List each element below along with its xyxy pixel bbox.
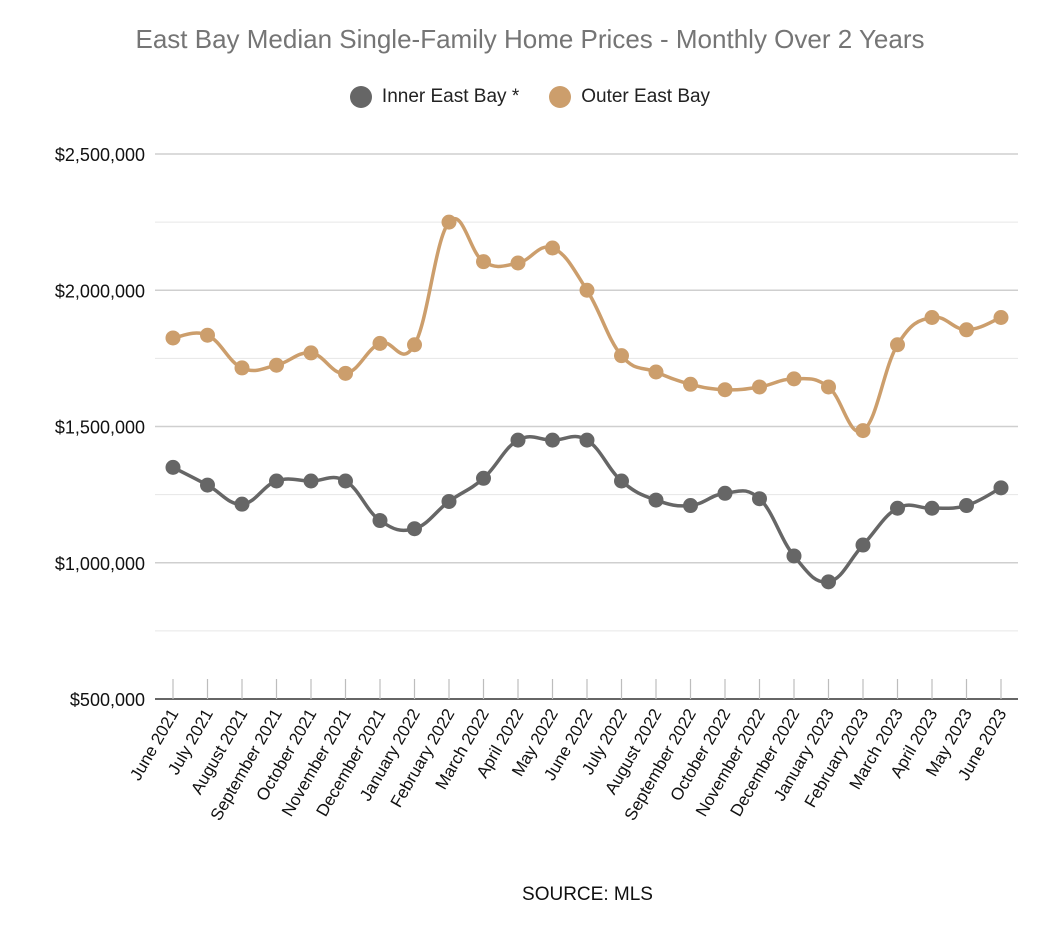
series-line-inner-east-bay <box>172 434 1002 584</box>
data-point-inner-east-bay <box>338 473 353 489</box>
data-point-inner-east-bay <box>890 500 905 516</box>
data-point-outer-east-bay <box>234 360 250 376</box>
y-tick-label: $2,500,000 <box>55 145 145 165</box>
data-point-inner-east-bay <box>924 500 940 516</box>
data-point-outer-east-bay <box>165 330 181 346</box>
data-point-outer-east-bay <box>855 423 871 439</box>
y-tick-label: $1,500,000 <box>55 418 145 438</box>
legend-label-outer-east-bay: Outer East Bay <box>581 86 711 107</box>
legend-item-inner-east-bay[interactable]: Inner East Bay * <box>349 86 520 108</box>
data-point-inner-east-bay <box>545 432 560 448</box>
data-point-inner-east-bay <box>303 473 319 489</box>
data-point-outer-east-bay <box>821 379 836 395</box>
data-point-outer-east-bay <box>200 327 215 343</box>
data-point-outer-east-bay <box>579 282 595 298</box>
data-point-outer-east-bay <box>993 310 1009 325</box>
data-point-outer-east-bay <box>752 379 767 395</box>
data-point-inner-east-bay <box>614 473 629 489</box>
data-point-inner-east-bay <box>234 496 250 512</box>
data-point-outer-east-bay <box>441 214 457 230</box>
data-point-outer-east-bay <box>890 337 905 353</box>
data-point-outer-east-bay <box>959 322 974 338</box>
data-point-inner-east-bay <box>407 521 422 537</box>
series-inner-east-bay <box>165 432 1009 590</box>
data-point-outer-east-bay <box>269 357 284 373</box>
legend-label-inner-east-bay: Inner East Bay * <box>381 86 520 107</box>
y-tick-label: $2,000,000 <box>55 281 145 301</box>
data-point-outer-east-bay <box>338 365 353 381</box>
chart-title: East Bay Median Single-Family Home Price… <box>135 24 925 54</box>
source-note: SOURCE: MLS <box>522 884 653 905</box>
data-point-inner-east-bay <box>372 513 388 529</box>
data-point-inner-east-bay <box>959 498 974 514</box>
data-point-inner-east-bay <box>165 459 181 475</box>
data-point-inner-east-bay <box>476 470 491 486</box>
data-point-inner-east-bay <box>648 492 664 508</box>
data-point-outer-east-bay <box>786 371 802 387</box>
y-axis-labels: $500,000 $1,000,000 $1,500,000 $2,000,000 $2… <box>55 145 145 710</box>
y-tick-label: $1,000,000 <box>55 554 145 574</box>
data-point-outer-east-bay <box>407 337 422 353</box>
legend-item-outer-east-bay[interactable]: Outer East Bay <box>549 86 710 108</box>
data-point-outer-east-bay <box>545 240 560 256</box>
data-point-outer-east-bay <box>303 345 319 361</box>
legend: Inner East Bay * Outer East Bay <box>0 86 1060 108</box>
data-point-inner-east-bay <box>683 498 698 514</box>
data-point-inner-east-bay <box>510 432 526 448</box>
data-point-inner-east-bay <box>269 473 284 489</box>
legend-marker-outer-east-bay <box>549 86 572 108</box>
data-point-inner-east-bay <box>855 537 871 553</box>
data-point-outer-east-bay <box>476 254 491 270</box>
y-tick-label: $500,000 <box>70 690 145 710</box>
data-point-outer-east-bay <box>648 364 664 380</box>
data-point-inner-east-bay <box>786 548 802 564</box>
legend-marker-inner-east-bay <box>349 86 372 108</box>
data-point-inner-east-bay <box>200 477 215 493</box>
data-point-inner-east-bay <box>752 491 767 507</box>
data-point-outer-east-bay <box>614 348 629 364</box>
data-point-inner-east-bay <box>579 432 595 448</box>
data-point-outer-east-bay <box>372 335 388 351</box>
series-line-outer-east-bay <box>172 217 1002 434</box>
data-point-inner-east-bay <box>993 480 1009 496</box>
data-point-outer-east-bay <box>717 382 733 398</box>
data-point-inner-east-bay <box>441 493 457 509</box>
series-outer-east-bay <box>165 214 1009 439</box>
data-point-outer-east-bay <box>510 255 526 271</box>
data-point-outer-east-bay <box>683 376 698 392</box>
data-point-inner-east-bay <box>821 574 836 590</box>
data-point-outer-east-bay <box>924 310 940 325</box>
data-point-inner-east-bay <box>717 485 733 501</box>
gridlines <box>155 153 1018 632</box>
